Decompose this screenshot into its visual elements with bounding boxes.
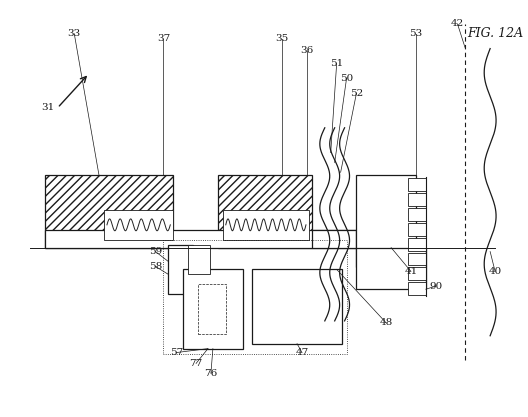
Text: 40: 40 [488,267,502,276]
Bar [168,245,193,294]
Text: 42: 42 [451,19,464,28]
Text: 47: 47 [295,348,309,357]
Bar [408,267,426,280]
Text: FIG. 12A: FIG. 12A [467,27,523,40]
Bar [312,230,356,248]
Bar [408,223,426,236]
Bar [408,193,426,206]
Bar [408,238,426,251]
Text: 53: 53 [409,29,422,38]
Bar [408,178,426,191]
Text: 36: 36 [300,46,314,55]
Bar [356,248,426,289]
Text: 50: 50 [340,74,353,83]
Text: 48: 48 [380,318,393,327]
Text: 51: 51 [330,59,343,68]
Bar [104,210,173,240]
Bar [188,245,210,274]
Bar [252,269,342,344]
Text: 77: 77 [190,359,203,368]
Bar [408,208,426,221]
Text: 37: 37 [157,34,170,43]
Text: 90: 90 [429,282,442,291]
Text: 41: 41 [404,267,418,276]
Bar [356,175,416,267]
Text: 59: 59 [149,247,162,256]
Bar [163,240,346,354]
Bar [198,284,226,334]
Text: 52: 52 [350,89,363,98]
Text: 57: 57 [169,348,183,357]
Bar [44,230,356,248]
Text: 31: 31 [41,103,54,113]
Bar [408,253,426,266]
Text: 58: 58 [149,262,162,271]
Text: 35: 35 [276,34,289,43]
Text: 33: 33 [68,29,81,38]
Bar [218,175,312,248]
Bar [408,282,426,295]
Bar [183,269,242,349]
Text: 76: 76 [204,369,218,378]
Bar [44,175,173,248]
Bar [223,210,309,240]
